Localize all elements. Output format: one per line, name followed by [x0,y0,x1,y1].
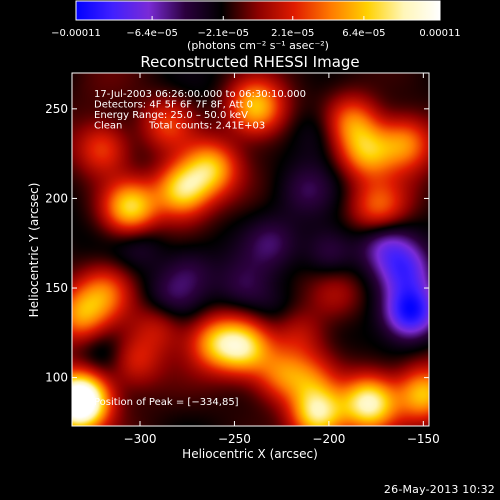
plot-border [71,72,430,427]
y-tick-label: 100 [45,371,68,385]
x-tick-label: −250 [218,432,251,446]
y-tick-label: 200 [45,191,68,205]
annotations: 17-Jul-2003 06:26:00.000 to 06:30:10.000… [94,89,306,408]
x-axis-label: Heliocentric X (arcsec) [182,447,318,461]
colorbar: −0.00011 −6.4e−05 −2.1e−05 2.1e−05 6.4e−05 0.… [51,0,461,52]
y-axis-label: Heliocentric Y (arcsec) [27,183,41,318]
colorbar-tick-label: −0.00011 [51,28,101,39]
colorbar-tick-label: −2.1e−05 [197,28,249,39]
x-tick-label: −200 [312,432,345,446]
annotation-method: Clean [94,121,122,132]
colorbar-tick-label: 6.4e−05 [342,28,385,39]
colorbar-tick-label: 2.1e−05 [271,28,314,39]
chart-title: Reconstructed RHESSI Image [140,53,359,71]
heatmap-image [72,73,429,426]
annotation-time-range: 17-Jul-2003 06:26:00.000 to 06:30:10.000 [94,89,306,100]
colorbar-unit-label: (photons cm⁻² s⁻¹ asec⁻²) [187,39,329,52]
x-tick-label: −150 [407,432,440,446]
colorbar-strip [75,0,441,21]
annotation-peak-position: Position of Peak = [−334,85] [94,397,239,408]
annotation-energy-range: Energy Range: 25.0 – 50.0 keV [94,110,248,121]
colorbar-tick-label: 0.00011 [419,28,460,39]
annotation-detectors: Detectors: 4F 5F 6F 7F 8F, Att 0 [94,100,253,111]
plot-area [71,72,430,427]
footer-timestamp: 26-May-2013 10:32 [383,483,495,496]
axes: −300 −250 −200 −150 100 150 200 250 [45,73,440,446]
annotation-total-counts: Total counts: 2.41E+03 [148,121,265,132]
colorbar-ticks: −0.00011 −6.4e−05 −2.1e−05 2.1e−05 6.4e−05 0.… [51,16,461,39]
colorbar-tick-label: −6.4e−05 [126,28,178,39]
y-tick-label: 150 [45,281,68,295]
x-tick-label: −300 [124,432,157,446]
y-tick-label: 250 [45,102,68,116]
